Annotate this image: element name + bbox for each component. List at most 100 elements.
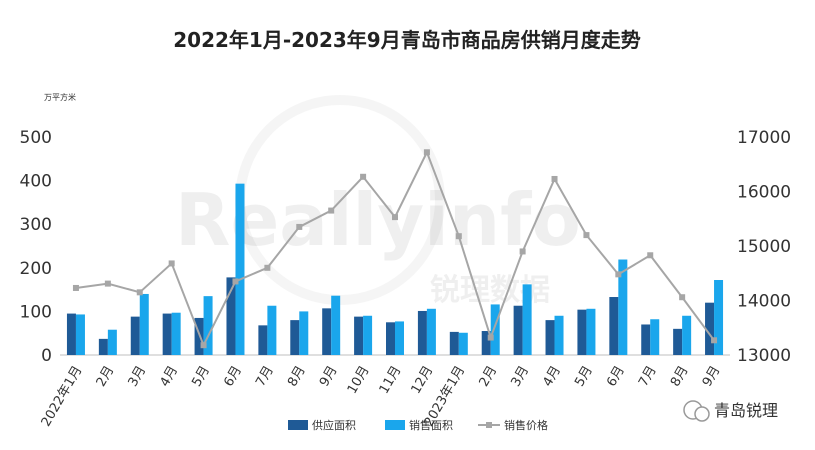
y-right-tick-label: 14000 xyxy=(737,292,791,312)
legend-label-supply: 供应面积 xyxy=(312,418,356,432)
bar-supply xyxy=(705,302,715,355)
bar-sales xyxy=(618,259,628,355)
y-right-tick-label: 13000 xyxy=(737,346,791,366)
legend-marker-price xyxy=(486,422,492,428)
price-marker xyxy=(615,271,622,278)
bar-sales xyxy=(490,304,500,355)
unit-label: 万平方米 xyxy=(44,92,76,102)
price-marker xyxy=(423,149,430,156)
price-marker xyxy=(711,337,718,344)
bar-supply xyxy=(545,320,555,355)
watermark-sub: 锐理数据 xyxy=(430,273,550,308)
price-marker xyxy=(647,252,654,259)
bar-supply xyxy=(641,324,651,355)
bar-supply xyxy=(354,316,364,355)
x-tick-label: 5月 xyxy=(572,364,596,390)
price-marker xyxy=(583,232,590,239)
price-marker xyxy=(679,294,686,301)
y-left-tick-label: 200 xyxy=(20,259,52,279)
bar-supply xyxy=(386,322,395,355)
x-tick-label: 8月 xyxy=(285,364,309,390)
bar-supply xyxy=(577,309,587,355)
x-tick-label: 4月 xyxy=(157,364,181,390)
legend-label-price: 销售价格 xyxy=(504,418,548,432)
x-tick-label: 9月 xyxy=(700,364,724,390)
legend: 供应面积 销售面积 销售价格 xyxy=(288,418,548,432)
price-marker xyxy=(232,278,239,285)
bars-layer xyxy=(66,183,724,355)
bar-sales xyxy=(171,312,181,355)
bar-supply xyxy=(162,313,172,355)
bar-sales xyxy=(522,284,532,355)
price-marker xyxy=(296,223,303,230)
price-marker xyxy=(168,260,175,267)
bar-supply xyxy=(226,277,236,355)
bar-supply xyxy=(66,313,76,355)
bar-sales xyxy=(714,280,724,355)
y-right-axis: 13000 14000 15000 16000 17000 xyxy=(737,128,791,366)
bar-sales xyxy=(650,319,660,355)
price-marker xyxy=(455,233,462,240)
y-left-tick-label: 400 xyxy=(20,172,52,192)
brand: 青岛锐理 xyxy=(683,400,778,422)
y-left-tick-label: 0 xyxy=(41,346,52,366)
x-tick-label: 10月 xyxy=(345,364,373,397)
x-tick-label: 4月 xyxy=(540,364,564,390)
bar-supply xyxy=(194,317,204,355)
y-right-tick-label: 17000 xyxy=(737,128,791,148)
bar-supply xyxy=(609,297,619,355)
bar-sales xyxy=(235,183,245,355)
x-tick-label: 2月 xyxy=(94,364,118,390)
price-marker xyxy=(104,280,111,287)
bar-sales xyxy=(363,315,373,355)
bar-sales xyxy=(139,293,149,355)
y-left-tick-label: 500 xyxy=(20,128,52,148)
x-tick-label: 2月 xyxy=(477,364,501,390)
bar-sales xyxy=(107,329,117,355)
bar-sales xyxy=(554,315,564,355)
y-left-tick-label: 100 xyxy=(20,302,52,322)
bar-sales xyxy=(458,332,468,355)
bar-sales xyxy=(267,305,277,355)
bar-supply xyxy=(130,316,140,355)
bar-supply xyxy=(513,305,523,355)
bar-sales xyxy=(299,311,309,355)
price-marker xyxy=(392,214,398,221)
price-marker xyxy=(200,342,207,349)
x-tick-label: 3月 xyxy=(126,364,150,390)
x-tick-label: 6月 xyxy=(221,364,245,390)
bar-sales xyxy=(203,296,213,355)
bar-supply xyxy=(481,331,491,355)
bar-supply xyxy=(449,331,459,355)
bar-sales xyxy=(682,315,692,355)
bar-supply xyxy=(417,310,427,355)
price-marker xyxy=(551,175,558,182)
price-marker xyxy=(328,207,335,214)
y-left-tick-label: 300 xyxy=(20,215,52,235)
x-tick-label: 7月 xyxy=(636,364,660,390)
line-layer xyxy=(72,149,718,349)
bar-supply xyxy=(322,308,332,355)
brand-text: 青岛锐理 xyxy=(714,401,778,420)
bar-supply xyxy=(290,320,300,355)
x-tick-label: 11月 xyxy=(377,364,405,397)
bar-sales xyxy=(586,308,596,355)
x-tick-label: 8月 xyxy=(668,364,692,390)
bar-sales xyxy=(75,314,85,355)
bar-supply xyxy=(98,338,108,355)
price-marker xyxy=(264,264,271,271)
price-marker xyxy=(360,173,367,180)
x-tick-label: 12月 xyxy=(409,364,437,397)
legend-label-sales: 销售面积 xyxy=(409,418,453,432)
y-right-tick-label: 15000 xyxy=(737,237,791,257)
x-tick-label: 6月 xyxy=(604,364,628,390)
x-tick-label: 9月 xyxy=(317,364,341,390)
x-tick-label: 3月 xyxy=(508,364,532,390)
bar-supply xyxy=(258,325,268,355)
y-left-axis: 0 100 200 300 400 500 xyxy=(20,128,52,366)
chart-title: 2022年1月-2023年9月青岛市商品房供销月度走势 xyxy=(173,28,640,52)
x-tick-label: 7月 xyxy=(253,364,277,390)
price-marker xyxy=(487,334,494,341)
x-tick-label: 2022年1月 xyxy=(39,364,86,430)
